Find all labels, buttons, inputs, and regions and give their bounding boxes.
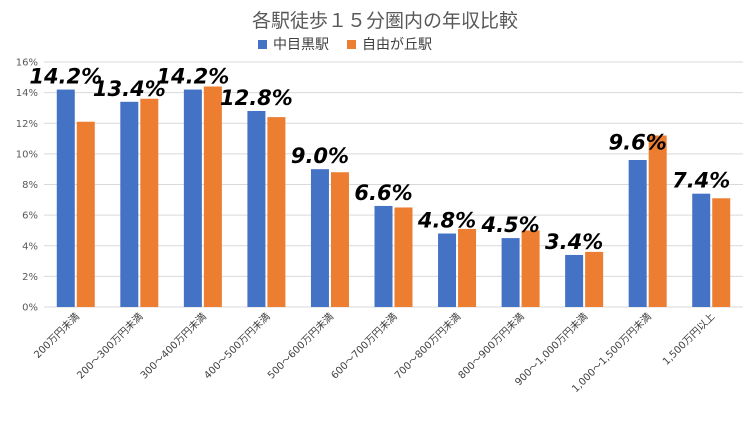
bar-series1-4 bbox=[247, 111, 266, 307]
y-axis-ticks: 0% 2% 4% 6% 8% 10% 12% 14% 16% bbox=[16, 58, 38, 314]
x-axis-categories: 200万円未満200～300万円未満300～400万円未満400～500万円未満… bbox=[32, 311, 718, 395]
y-tick-label: 10% bbox=[16, 149, 38, 160]
data-label: 3.4% bbox=[545, 230, 603, 254]
data-labels: 14.2%13.4%14.2%12.8%9.0%6.6%4.8% 4.5%3.4%… bbox=[29, 65, 730, 254]
x-category-label: 700～800万円未満 bbox=[392, 311, 463, 382]
legend-label-2: 自由が丘駅 bbox=[362, 37, 432, 53]
bar-series2-2 bbox=[140, 98, 159, 307]
bar-series1-3 bbox=[183, 89, 202, 307]
y-tick-label: 12% bbox=[16, 119, 38, 130]
bar-series2-4 bbox=[267, 117, 286, 307]
y-tick-label: 8% bbox=[22, 180, 38, 191]
data-label: 4.8% bbox=[417, 209, 476, 233]
data-label: 6.6% bbox=[354, 181, 412, 205]
data-label: 9.6% bbox=[609, 131, 667, 155]
data-label: 14.2% bbox=[29, 65, 102, 89]
x-category-label: 400～500万円未満 bbox=[202, 311, 273, 382]
x-category-label: 1,500万円以上 bbox=[660, 311, 717, 368]
data-label: 13.4% bbox=[93, 77, 166, 101]
legend-swatch-1 bbox=[258, 40, 267, 49]
bar-series2-1 bbox=[76, 121, 95, 307]
bar-series2-3 bbox=[203, 86, 222, 307]
bar-series2-5 bbox=[330, 172, 349, 307]
bar-series1-11 bbox=[692, 193, 711, 307]
x-category-label: 900～1,000万円未満 bbox=[513, 311, 591, 389]
bar-series2-10 bbox=[648, 135, 667, 307]
x-category-label: 500～600万円未満 bbox=[265, 311, 336, 382]
chart-title: 各駅徒歩１５分圏内の年収比較 bbox=[252, 10, 518, 32]
y-tick-label: 6% bbox=[22, 211, 38, 222]
y-tick-label: 2% bbox=[22, 272, 38, 283]
x-category-label: 800～900万円未満 bbox=[456, 311, 527, 382]
bar-series2-11 bbox=[712, 198, 731, 307]
bar-series1-6 bbox=[374, 205, 393, 307]
gridlines bbox=[44, 61, 743, 308]
data-label: 12.8% bbox=[220, 86, 293, 110]
data-label: 14.2% bbox=[156, 65, 229, 89]
legend-swatch-2 bbox=[347, 40, 356, 49]
y-tick-label: 4% bbox=[22, 241, 38, 252]
legend-label-1: 中目黒駅 bbox=[273, 37, 329, 53]
bar-series2-9 bbox=[585, 251, 604, 307]
x-category-label: 200～300万円未満 bbox=[75, 311, 146, 382]
bar-series2-6 bbox=[394, 207, 413, 307]
bar-series1-5 bbox=[310, 169, 329, 307]
x-category-label: 300～400万円未満 bbox=[138, 311, 209, 382]
bar-series2-7 bbox=[458, 228, 477, 307]
bars bbox=[56, 86, 731, 307]
bar-series1-1 bbox=[56, 89, 75, 307]
x-category-label: 200万円未満 bbox=[32, 311, 82, 361]
legend: 中目黒駅 自由が丘駅 bbox=[258, 37, 432, 53]
data-label: 7.4% bbox=[672, 169, 730, 193]
bar-series1-9 bbox=[565, 254, 584, 307]
bar-series1-2 bbox=[120, 101, 139, 307]
bar-series1-7 bbox=[438, 233, 457, 307]
y-tick-label: 14% bbox=[16, 88, 38, 99]
y-tick-label: 0% bbox=[22, 303, 38, 314]
data-label: 9.0% bbox=[291, 144, 349, 168]
bar-series1-8 bbox=[501, 238, 520, 307]
bar-series1-10 bbox=[628, 160, 647, 307]
x-category-label: 600～700万円未満 bbox=[329, 311, 400, 382]
bar-series2-8 bbox=[521, 230, 540, 307]
y-tick-label: 16% bbox=[16, 58, 38, 69]
data-label: 4.5% bbox=[480, 213, 539, 237]
